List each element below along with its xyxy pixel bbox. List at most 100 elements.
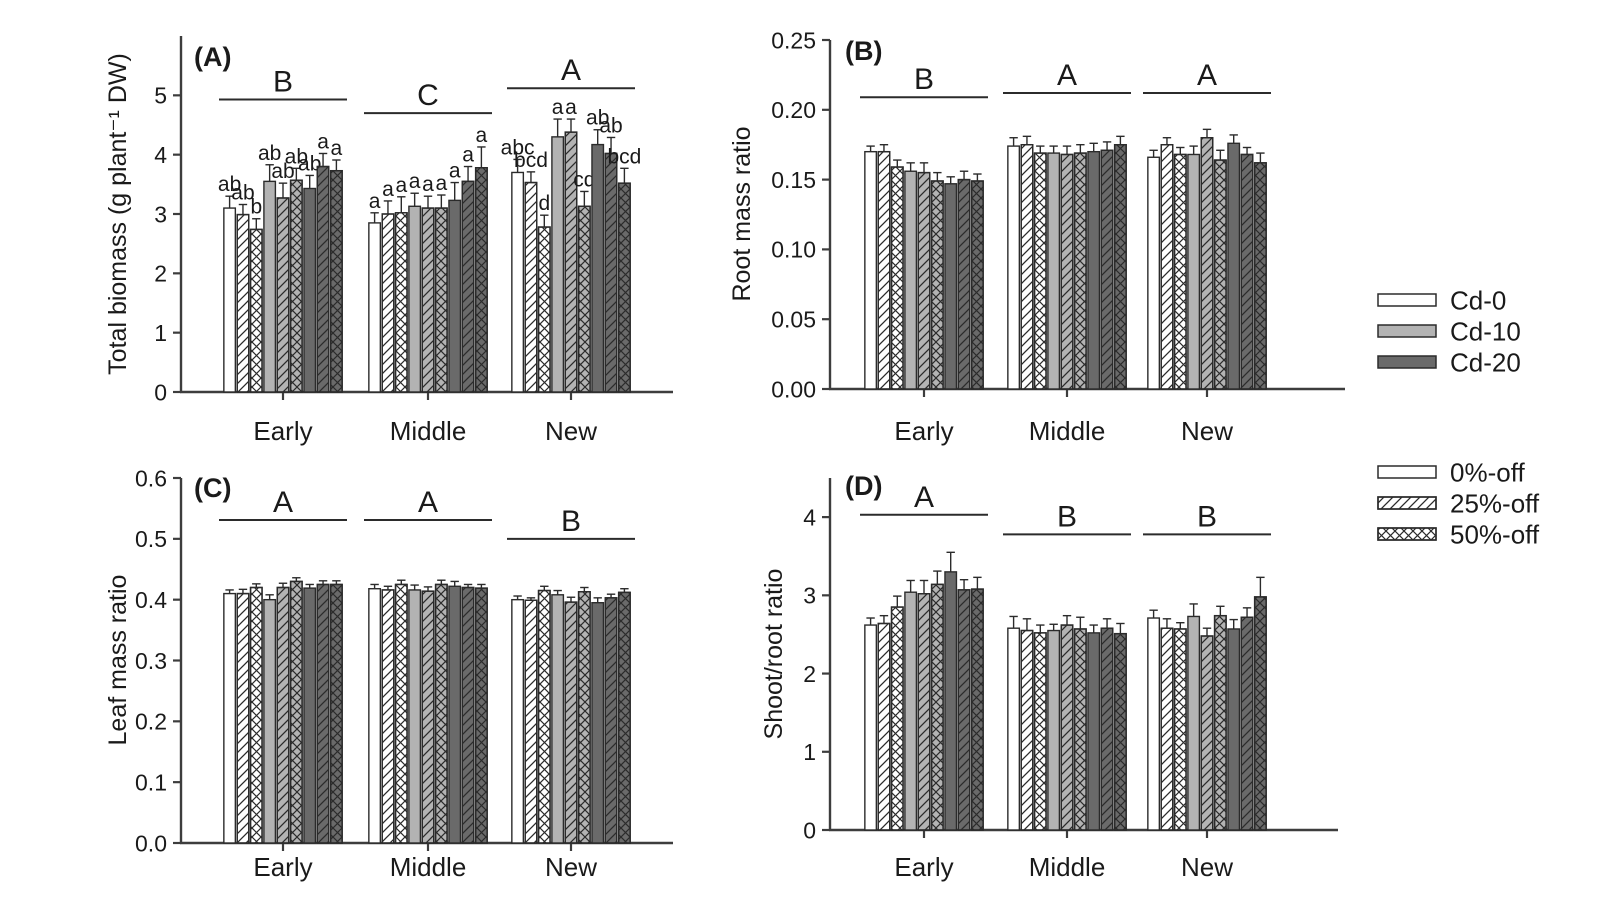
bar-pattern-overlay (421, 590, 435, 844)
panel-label: (D) (845, 471, 882, 501)
significance-letter: d (538, 192, 550, 215)
bar-pattern-overlay (249, 228, 263, 393)
y-tick-label: 0.5 (135, 526, 167, 552)
bar-pattern-overlay (421, 207, 435, 393)
significance-letter: a (382, 178, 394, 201)
bar-pattern-overlay (877, 622, 891, 831)
significance-letter: ab (258, 142, 281, 165)
panel-label: (C) (194, 473, 231, 503)
y-tick-label: 2 (154, 261, 167, 287)
significance-letter: b (250, 196, 262, 219)
bar-middle-cd-10-0pct-off (408, 589, 422, 844)
category-label: New (1181, 852, 1233, 882)
y-tick-label: 3 (154, 201, 167, 227)
bar-early-cd-20-0pct-off (303, 587, 317, 844)
y-tick-label: 0 (803, 817, 816, 843)
significance-letter: a (395, 174, 407, 197)
bar-middle-cd-20-0pct-off (448, 585, 462, 844)
significance-letter: ab (231, 182, 254, 205)
bar-pattern-overlay (1213, 614, 1227, 831)
group-significance-letter: A (914, 481, 934, 514)
bar-middle-cd-0-0pct-off (1007, 145, 1021, 390)
bar-pattern-overlay (1113, 632, 1127, 831)
bar-pattern-overlay (1253, 596, 1267, 831)
group-significance-letter: C (417, 79, 439, 112)
y-tick-label: 2 (803, 661, 816, 687)
bar-pattern-overlay (890, 606, 904, 831)
category-label: Early (253, 416, 312, 446)
significance-letter: a (317, 130, 329, 153)
group-significance-letter: A (418, 486, 438, 519)
y-tick-label: 0.25 (771, 27, 816, 53)
bar-new-cd-0-0pct-off (1147, 156, 1161, 390)
bar-new-cd-10-0pct-off (1187, 153, 1201, 390)
bar-pattern-overlay (1033, 632, 1047, 831)
y-tick-label: 0.0 (135, 830, 167, 856)
bar-pattern-overlay (1240, 153, 1254, 390)
group-significance-letter: B (1057, 500, 1077, 533)
bar-early-cd-0-0pct-off (864, 624, 878, 831)
significance-letter: a (565, 96, 577, 119)
significance-letter: ab (285, 145, 308, 168)
significance-letter: a (552, 96, 564, 119)
bar-pattern-overlay (381, 213, 395, 393)
bar-pattern-overlay (930, 583, 944, 831)
bar-pattern-overlay (917, 171, 931, 390)
bar-middle-cd-10-0pct-off (1047, 629, 1061, 831)
bar-middle-cd-0-0pct-off (1007, 627, 1021, 831)
group-significance-letter: A (561, 54, 581, 87)
panel-B: 0.00 0.05 0.10 0.15 0.20 0.25 Root mass ratio (… (728, 27, 1345, 446)
significance-letter: a (436, 172, 448, 195)
significance-letter: a (462, 144, 474, 167)
significance-letter: a (331, 137, 343, 160)
bar-early-cd-10-0pct-off (263, 180, 277, 393)
bar-pattern-overlay (1100, 149, 1114, 390)
group-significance-letter: A (1197, 59, 1217, 92)
legend-label: 50%-off (1450, 519, 1540, 549)
bar-pattern-overlay (394, 212, 408, 393)
bar-pattern-overlay (1160, 143, 1174, 390)
bar-middle-cd-20-0pct-off (1087, 632, 1101, 831)
category-label: New (1181, 416, 1233, 446)
bar-pattern-overlay (289, 580, 303, 844)
legend-swatch-pattern (1377, 496, 1437, 510)
y-tick-label: 5 (154, 83, 167, 109)
bar-pattern-overlay (957, 589, 971, 831)
bar-pattern-overlay (1160, 627, 1174, 831)
category-label: Middle (1029, 416, 1106, 446)
bar-pattern-overlay (917, 593, 931, 831)
category-label: Middle (390, 852, 467, 882)
bar-early-cd-20-0pct-off (944, 571, 958, 831)
bar-new-cd-0-0pct-off (511, 598, 525, 844)
legend-swatch-cd-10 (1377, 324, 1437, 338)
bar-pattern-overlay (970, 180, 984, 390)
bar-pattern-overlay (1173, 628, 1187, 831)
significance-letter: abc (501, 136, 535, 159)
bar-pattern-overlay (461, 586, 475, 844)
bar-pattern-overlay (461, 180, 475, 393)
legend-swatch-cd-20 (1377, 355, 1437, 369)
bar-pattern-overlay (1073, 628, 1087, 831)
bar-pattern-overlay (617, 591, 631, 844)
group-significance-letter: B (561, 505, 581, 538)
bar-pattern-overlay (434, 583, 448, 844)
bar-new-cd-10-0pct-off (551, 594, 565, 844)
bar-pattern-overlay (1020, 143, 1034, 390)
bar-new-cd-10-0pct-off (1187, 615, 1201, 831)
bar-pattern-overlay (316, 583, 330, 844)
bar-middle-cd-20-0pct-off (1087, 150, 1101, 390)
bar-pattern-overlay (394, 583, 408, 844)
significance-letter: a (409, 170, 421, 193)
significance-letter: ab (586, 107, 609, 130)
bar-pattern-overlay (316, 165, 330, 393)
bar-pattern-overlay (970, 588, 984, 831)
significance-letter: a (476, 124, 488, 147)
group-significance-letter: B (914, 63, 934, 96)
category-label: Early (894, 852, 953, 882)
y-tick-label: 0.00 (771, 376, 816, 402)
bar-early-cd-0-0pct-off (223, 207, 237, 393)
bar-early-cd-10-0pct-off (904, 591, 918, 831)
